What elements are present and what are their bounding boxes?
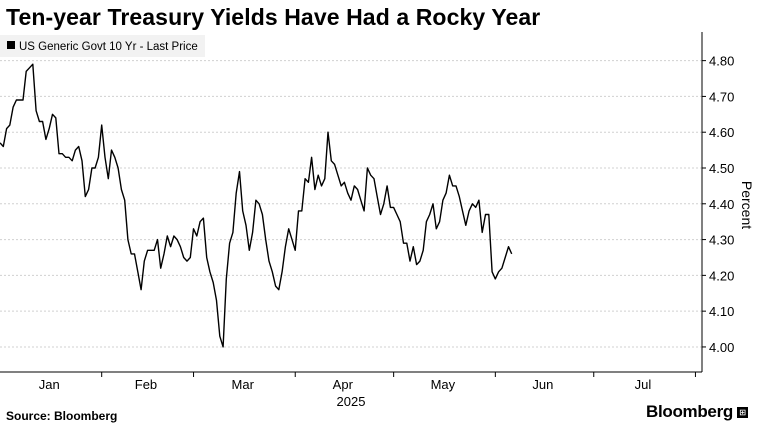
- x-tick-label: May: [431, 377, 456, 392]
- x-axis-label: 2025: [337, 394, 366, 409]
- x-tick-label: Apr: [333, 377, 354, 392]
- legend-swatch: [7, 41, 15, 49]
- x-tick-label: Mar: [232, 377, 255, 392]
- y-tick-label: 4.00: [709, 340, 734, 355]
- chart-title: Ten-year Treasury Yields Have Had a Rock…: [6, 4, 541, 30]
- y-tick-label: 4.80: [709, 54, 734, 69]
- bloomberg-logo-icon: ⊞: [737, 406, 748, 418]
- y-tick-label: 4.50: [709, 161, 734, 176]
- y-tick-label: 4.10: [709, 304, 734, 319]
- x-tick-label: Jun: [532, 377, 553, 392]
- source-note: Source: Bloomberg: [6, 409, 118, 423]
- x-tick-label: Feb: [135, 377, 157, 392]
- brand-wordmark: Bloomberg: [645, 402, 733, 421]
- brand: Bloomberg ⊞: [646, 402, 748, 422]
- series-line: [0, 63, 513, 348]
- y-tick-label: 4.20: [709, 268, 734, 283]
- legend-box: [0, 35, 205, 57]
- y-tick-label: 4.60: [709, 125, 734, 140]
- y-tick-label: 4.40: [709, 197, 734, 212]
- x-tick-label: Jul: [635, 377, 652, 392]
- legend-label: US Generic Govt 10 Yr - Last Price: [19, 41, 198, 53]
- x-tick-label: Jan: [39, 377, 60, 392]
- y-tick-label: 4.70: [709, 89, 734, 104]
- y-tick-label: 4.30: [709, 233, 734, 248]
- y-axis-label: Percent: [739, 181, 755, 229]
